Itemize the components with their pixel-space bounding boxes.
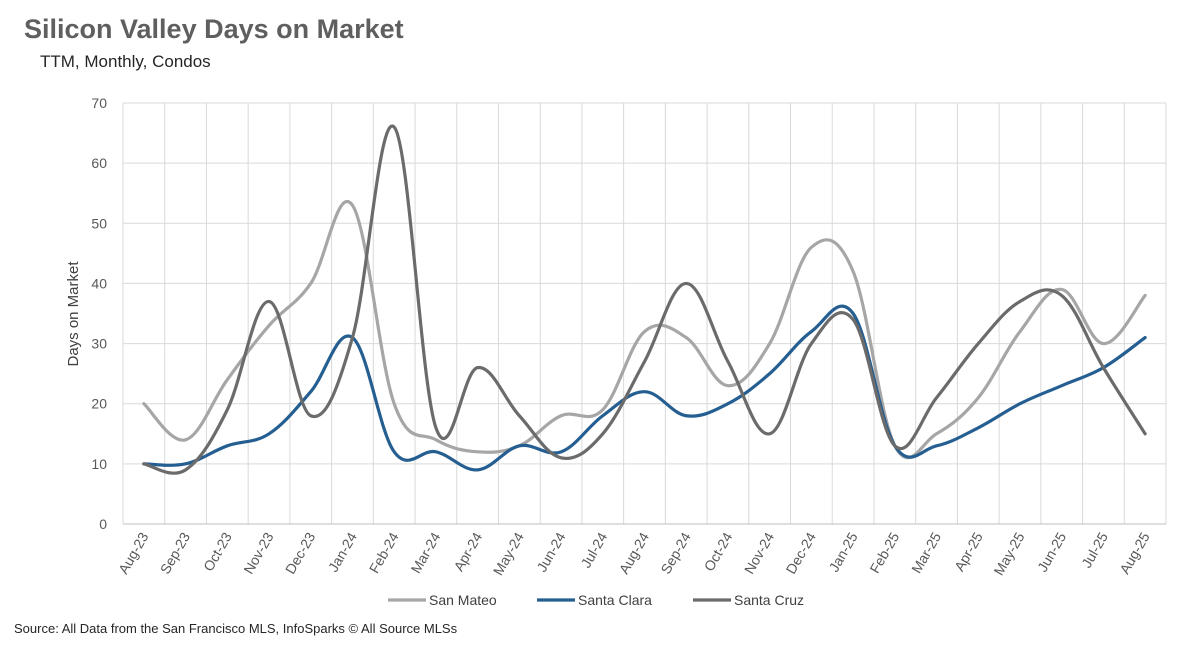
y-tick-label: 50 bbox=[91, 215, 107, 231]
legend-label: Santa Cruz bbox=[734, 592, 804, 608]
x-tick-label: Sep-23 bbox=[157, 529, 194, 576]
x-tick-label: Aug-23 bbox=[115, 529, 152, 576]
x-tick-label: Oct-24 bbox=[701, 529, 736, 574]
x-tick-label: Feb-25 bbox=[866, 529, 902, 576]
series-line-santa-cruz bbox=[142, 124, 1147, 475]
x-tick-label: Nov-23 bbox=[240, 529, 277, 576]
x-tick-label: Oct-23 bbox=[200, 529, 235, 574]
x-tick-label: Jun-24 bbox=[533, 529, 568, 574]
y-axis-title: Days on Market bbox=[65, 261, 82, 367]
x-tick-label: Aug-24 bbox=[616, 529, 653, 576]
y-tick-label: 60 bbox=[91, 155, 107, 171]
x-tick-label: May-24 bbox=[490, 529, 527, 578]
source-note: Source: All Data from the San Francisco … bbox=[14, 621, 458, 636]
y-axis-ticks: 0 10 20 30 40 50 60 70 bbox=[91, 95, 107, 532]
y-tick-label: 20 bbox=[91, 396, 107, 412]
y-tick-label: 30 bbox=[91, 336, 107, 352]
series-line-santa-clara bbox=[142, 304, 1147, 472]
x-tick-label: Nov-24 bbox=[741, 529, 778, 576]
x-tick-label: Dec-23 bbox=[282, 529, 319, 576]
x-tick-label: Feb-24 bbox=[366, 529, 402, 576]
y-tick-label: 0 bbox=[99, 516, 107, 532]
series-line-san-mateo bbox=[142, 200, 1147, 460]
x-tick-label: Mar-24 bbox=[407, 529, 443, 576]
x-axis-ticks: Aug-23 Sep-23 Oct-23 Nov-23 Dec-23 Jan-24 Feb-… bbox=[115, 529, 1153, 578]
x-tick-label: Aug-25 bbox=[1116, 529, 1153, 576]
chart-subtitle: TTM, Monthly, Condos bbox=[40, 52, 211, 71]
x-tick-label: Jul-25 bbox=[1078, 529, 1111, 570]
chart-title: Silicon Valley Days on Market bbox=[24, 14, 404, 44]
x-tick-label: Mar-25 bbox=[908, 529, 944, 576]
x-tick-label: Apr-24 bbox=[450, 529, 485, 574]
series-lines bbox=[142, 124, 1147, 475]
x-tick-label: Sep-24 bbox=[657, 529, 694, 576]
x-tick-label: Jun-25 bbox=[1034, 529, 1069, 574]
legend-label: Santa Clara bbox=[578, 592, 652, 608]
x-tick-label: Jan-25 bbox=[825, 529, 860, 574]
y-tick-label: 10 bbox=[91, 456, 107, 472]
y-tick-label: 70 bbox=[91, 95, 107, 111]
legend: San Mateo Santa Clara Santa Cruz bbox=[388, 592, 804, 608]
x-tick-label: May-25 bbox=[990, 529, 1027, 578]
x-tick-label: Dec-24 bbox=[783, 529, 820, 576]
legend-label: San Mateo bbox=[429, 592, 497, 608]
x-tick-label: Apr-25 bbox=[951, 529, 986, 574]
x-tick-label: Jul-24 bbox=[577, 529, 610, 570]
y-tick-label: 40 bbox=[91, 275, 107, 291]
x-tick-label: Jan-24 bbox=[325, 529, 360, 574]
